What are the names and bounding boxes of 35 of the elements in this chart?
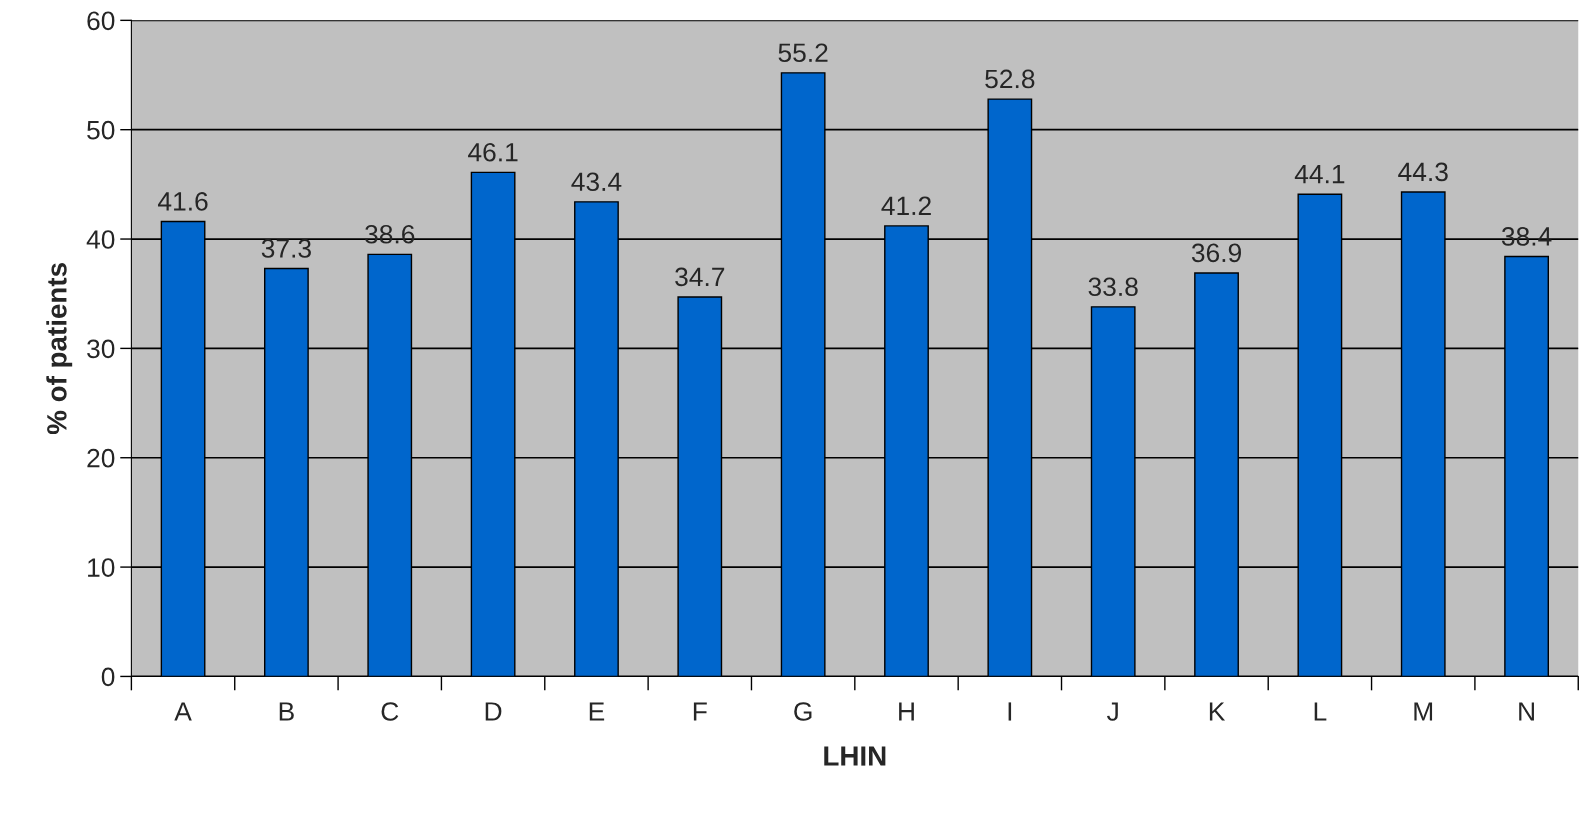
- y-tick-label: 20: [87, 448, 115, 468]
- x-tick-label: D: [485, 702, 502, 721]
- data-label: 44.3: [1398, 162, 1448, 182]
- x-tick-label: L: [1314, 702, 1327, 721]
- x-tick-label: A: [174, 702, 192, 721]
- data-label: 43.4: [571, 172, 622, 192]
- data-label: 44.1: [1294, 165, 1345, 184]
- x-tick-label: E: [589, 702, 605, 721]
- data-label: 34.7: [675, 267, 725, 287]
- x-tick-label: F: [693, 702, 707, 721]
- data-label: 52.8: [985, 69, 1035, 89]
- x-axis-title: LHIN: [824, 746, 886, 766]
- x-tick-label: J: [1107, 702, 1118, 721]
- data-label: 33.8: [1088, 277, 1138, 297]
- x-tick-label: K: [1209, 702, 1226, 721]
- data-label: 46.1: [468, 142, 518, 162]
- y-tick-label: 10: [88, 558, 115, 577]
- x-tick-label: N: [1519, 702, 1534, 721]
- y-tick-label: 50: [87, 120, 115, 140]
- y-tick-label: 40: [86, 230, 115, 249]
- y-axis-title: % of patients: [46, 263, 73, 435]
- x-tick-label: C: [381, 702, 399, 721]
- x-tick-label: B: [279, 702, 294, 721]
- y-tick-label: 60: [87, 11, 115, 31]
- data-label: 36.9: [1191, 243, 1241, 263]
- x-tick-label: M: [1414, 702, 1433, 721]
- y-tick-label: 0: [101, 667, 115, 687]
- data-label: 41.2: [881, 196, 931, 215]
- data-label: 55.2: [778, 43, 828, 63]
- data-label: 41.6: [157, 192, 208, 211]
- data-label: 37.3: [261, 239, 311, 258]
- x-tick-label: G: [794, 702, 812, 721]
- y-tick-label: 30: [87, 339, 115, 359]
- x-tick-label: I: [1008, 702, 1012, 721]
- x-tick-label: H: [899, 702, 914, 721]
